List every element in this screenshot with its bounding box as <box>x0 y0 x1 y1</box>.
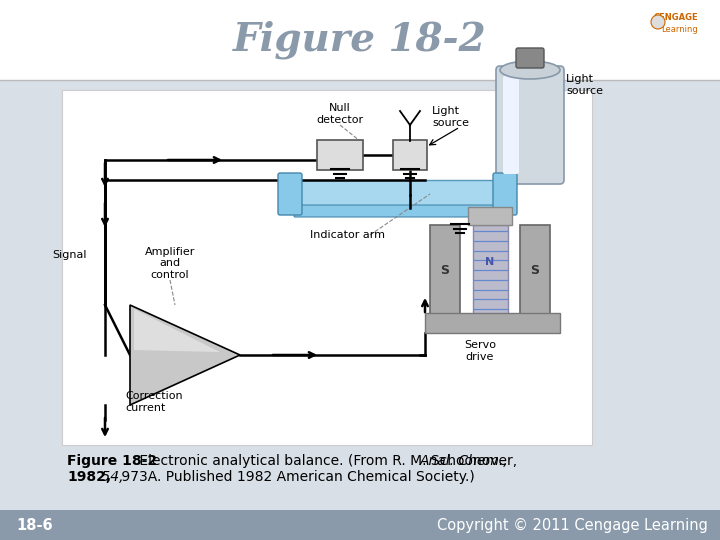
Bar <box>468 207 512 225</box>
Text: Figure 18-2: Figure 18-2 <box>233 21 487 59</box>
Polygon shape <box>134 309 220 352</box>
Text: Anal. Chem.,: Anal. Chem., <box>420 454 508 468</box>
Text: N: N <box>485 257 495 267</box>
FancyBboxPatch shape <box>393 140 427 170</box>
Text: Correction
current: Correction current <box>125 391 183 413</box>
Text: 973A. Published 1982 American Chemical Society.): 973A. Published 1982 American Chemical S… <box>117 470 474 484</box>
Bar <box>425 313 560 333</box>
FancyBboxPatch shape <box>294 205 501 217</box>
Text: Copyright © 2011 Cengage Learning: Copyright © 2011 Cengage Learning <box>437 517 708 532</box>
FancyBboxPatch shape <box>278 173 302 215</box>
FancyBboxPatch shape <box>493 173 517 215</box>
Text: 1982,: 1982, <box>67 470 111 484</box>
Text: Signal: Signal <box>53 250 87 260</box>
Text: Indicator arm: Indicator arm <box>310 230 385 240</box>
Text: Amplifier
and
control: Amplifier and control <box>145 247 195 280</box>
Text: Electronic analytical balance. (From R. M. Schoonover,: Electronic analytical balance. (From R. … <box>135 454 521 468</box>
Text: S: S <box>531 264 539 276</box>
Bar <box>0 510 720 540</box>
Bar <box>295 180 500 208</box>
Bar <box>0 0 720 80</box>
Bar <box>0 80 720 510</box>
Text: 18-6: 18-6 <box>16 517 53 532</box>
Bar <box>520 225 550 315</box>
FancyBboxPatch shape <box>503 76 519 174</box>
Circle shape <box>651 15 665 29</box>
Polygon shape <box>130 305 240 405</box>
Text: Null
detector: Null detector <box>316 103 364 125</box>
Bar <box>472 225 508 315</box>
Text: CENGAGE: CENGAGE <box>653 14 698 23</box>
FancyBboxPatch shape <box>516 48 544 68</box>
Text: Servo
drive: Servo drive <box>464 340 496 362</box>
FancyBboxPatch shape <box>317 140 363 170</box>
Bar <box>62 90 592 445</box>
Text: S: S <box>441 264 449 276</box>
Text: Light
source: Light source <box>566 74 603 96</box>
Ellipse shape <box>500 61 560 79</box>
Text: Learning: Learning <box>661 25 698 35</box>
Text: Figure 18-2: Figure 18-2 <box>67 454 157 468</box>
Text: 54,: 54, <box>97 470 124 484</box>
Bar <box>430 225 460 315</box>
FancyBboxPatch shape <box>496 66 564 184</box>
Text: Light
source: Light source <box>432 106 469 128</box>
